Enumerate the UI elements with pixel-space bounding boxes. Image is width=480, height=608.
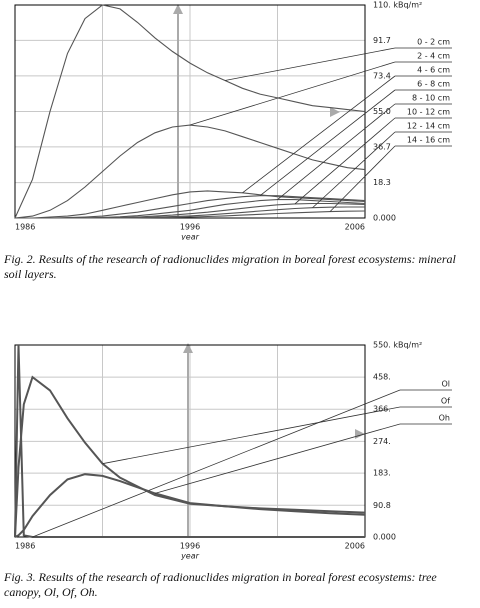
y-tick-label: 183. bbox=[373, 469, 391, 478]
legend-label: 12 - 14 cm bbox=[407, 122, 450, 131]
series-line bbox=[15, 210, 366, 219]
y-tick-label: 18.3 bbox=[373, 178, 391, 187]
leader-line bbox=[102, 406, 401, 465]
y-tick-label: 550. kBq/m² bbox=[373, 341, 422, 350]
x-tick-label: 2006 bbox=[345, 223, 365, 232]
series-line bbox=[14, 124, 366, 219]
chart: 0.000 18.3 36.7 55.0 73.4 91.7 110. kBq/m² 1986… bbox=[14, 1, 452, 241]
arrow-right bbox=[330, 107, 340, 117]
x-tick-label: 1986 bbox=[15, 542, 35, 551]
series-line bbox=[14, 375, 366, 538]
legend-label: Ol bbox=[441, 380, 450, 389]
legend-label: Of bbox=[441, 397, 450, 406]
y-tick-label: 91.7 bbox=[373, 36, 391, 45]
arrow-up bbox=[173, 4, 183, 14]
legend-label: 14 - 16 cm bbox=[407, 136, 450, 145]
leader-line bbox=[294, 117, 396, 205]
leader-line bbox=[189, 61, 396, 126]
y-tick-label: 0.000 bbox=[373, 533, 396, 542]
x-tick-label: 1996 bbox=[180, 542, 200, 551]
series-line bbox=[14, 4, 366, 219]
series-line bbox=[15, 190, 366, 219]
y-tick-label: 0.000 bbox=[373, 214, 396, 223]
legend-label: 2 - 4 cm bbox=[417, 52, 450, 61]
x-axis-title: year bbox=[180, 552, 200, 561]
y-tick-label: 36.7 bbox=[373, 142, 391, 151]
x-tick-label: 2006 bbox=[345, 542, 365, 551]
chart: 0.000 90.8 183. 274. 366. 458. 550. kBq/m² 1986… bbox=[14, 341, 452, 561]
legend-label: 10 - 12 cm bbox=[407, 108, 450, 117]
leader-line bbox=[329, 145, 396, 212]
leader-line bbox=[312, 131, 396, 209]
arrow-right bbox=[355, 429, 365, 439]
y-tick-label: 73.4 bbox=[373, 71, 391, 80]
leader-line bbox=[259, 89, 396, 197]
y-tick-label: 55.0 bbox=[373, 107, 391, 116]
y-tick-label: 458. bbox=[373, 373, 391, 382]
leader-line bbox=[277, 103, 396, 200]
caption: Fig. 2. Results of the research of radio… bbox=[4, 252, 456, 281]
legend-label: 6 - 8 cm bbox=[417, 80, 450, 89]
legend-label: 8 - 10 cm bbox=[412, 94, 450, 103]
x-tick-label: 1986 bbox=[15, 223, 35, 232]
legend-label: 0 - 2 cm bbox=[417, 38, 450, 47]
arrow-up bbox=[183, 343, 193, 353]
leader-line bbox=[32, 389, 401, 538]
x-tick-label: 1996 bbox=[180, 223, 200, 232]
y-tick-label: 90.8 bbox=[373, 501, 391, 510]
series-line bbox=[14, 344, 365, 538]
series-line bbox=[14, 473, 366, 538]
y-tick-label: 274. bbox=[373, 437, 391, 446]
legend-label: 4 - 6 cm bbox=[417, 66, 450, 75]
leader-line bbox=[154, 423, 401, 494]
x-axis-title: year bbox=[180, 233, 200, 241]
caption: Fig. 3. Results of the research of radio… bbox=[4, 570, 437, 599]
y-tick-label: 366. bbox=[373, 405, 391, 414]
leader-line bbox=[224, 47, 396, 81]
leader-line bbox=[242, 75, 396, 194]
legend-label: Oh bbox=[439, 414, 450, 423]
y-tick-label: 110. kBq/m² bbox=[373, 1, 422, 10]
